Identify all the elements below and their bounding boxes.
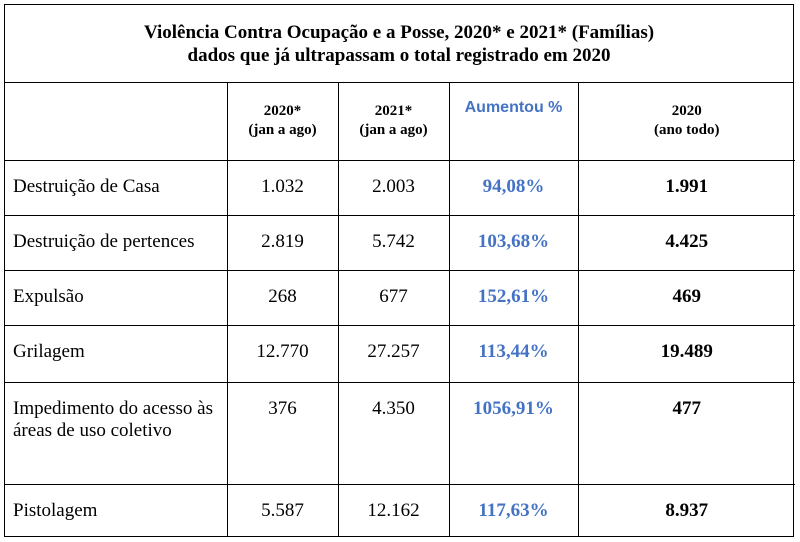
- value-2021-partial: 5.742: [337, 214, 450, 271]
- value-2020-full: 8.937: [577, 483, 795, 537]
- value-2021-partial: 677: [337, 269, 450, 326]
- table-title-line-1: Violência Contra Ocupação e a Posse, 202…: [143, 21, 655, 43]
- row-label: Grilagem: [5, 324, 228, 383]
- header-2021-partial-period: (jan a ago): [359, 122, 428, 138]
- value-increase: 1056,91%: [448, 381, 579, 485]
- value-2020-full: 19.489: [577, 324, 795, 383]
- table-row: Destruição de Casa 1.032 2.003 94,08% 1.…: [5, 159, 795, 216]
- header-increase-label: Aumentou %: [464, 99, 563, 116]
- value-increase: 117,63%: [448, 483, 579, 537]
- value-2020-partial: 5.587: [226, 483, 339, 537]
- value-increase: 103,68%: [448, 214, 579, 271]
- value-increase: 113,44%: [448, 324, 579, 383]
- header-increase: Aumentou %: [448, 83, 579, 161]
- header-2021-partial: 2021* (jan a ago): [337, 83, 450, 161]
- value-2020-full: 469: [577, 269, 795, 326]
- header-2020-partial-period: (jan a ago): [248, 122, 317, 138]
- row-label: Expulsão: [5, 269, 228, 326]
- table-row: Expulsão 268 677 152,61% 469: [5, 269, 795, 326]
- table-title-line-2: dados que já ultrapassam o total registr…: [187, 44, 611, 66]
- header-2020-partial: 2020* (jan a ago): [226, 83, 339, 161]
- row-label: Destruição de Casa: [5, 159, 228, 216]
- header-2020-full-year: 2020: [671, 103, 702, 119]
- value-2020-partial: 2.819: [226, 214, 339, 271]
- value-2020-partial: 268: [226, 269, 339, 326]
- table-row: Destruição de pertences 2.819 5.742 103,…: [5, 214, 795, 271]
- value-2020-partial: 12.770: [226, 324, 339, 383]
- value-2021-partial: 2.003: [337, 159, 450, 216]
- row-label: Impedimento do acesso às áreas de uso co…: [5, 381, 228, 485]
- header-2020-partial-year: 2020*: [263, 103, 302, 119]
- value-2020-partial: 1.032: [226, 159, 339, 216]
- value-2020-full: 4.425: [577, 214, 795, 271]
- header-row: 2020* (jan a ago) 2021* (jan a ago) Aume…: [5, 83, 795, 161]
- header-category-blank: [5, 83, 228, 161]
- header-2021-partial-year: 2021*: [374, 103, 413, 119]
- value-increase: 152,61%: [448, 269, 579, 326]
- value-2021-partial: 4.350: [337, 381, 450, 485]
- table-row: Pistolagem 5.587 12.162 117,63% 8.937: [5, 483, 795, 537]
- value-2020-full: 477: [577, 381, 795, 485]
- header-2020-full-period: (ano todo): [654, 122, 720, 138]
- violence-data-table: 2020* (jan a ago) 2021* (jan a ago) Aume…: [5, 83, 795, 537]
- row-label: Pistolagem: [5, 483, 228, 537]
- table-row: Impedimento do acesso às áreas de uso co…: [5, 381, 795, 485]
- value-2021-partial: 12.162: [337, 483, 450, 537]
- table-row: Grilagem 12.770 27.257 113,44% 19.489: [5, 324, 795, 383]
- data-table-document: Violência Contra Ocupação e a Posse, 202…: [4, 4, 795, 537]
- value-2020-partial: 376: [226, 381, 339, 485]
- row-label: Destruição de pertences: [5, 214, 228, 271]
- value-2020-full: 1.991: [577, 159, 795, 216]
- value-increase: 94,08%: [448, 159, 579, 216]
- header-2020-full: 2020 (ano todo): [577, 83, 795, 161]
- table-title: Violência Contra Ocupação e a Posse, 202…: [5, 5, 793, 83]
- value-2021-partial: 27.257: [337, 324, 450, 383]
